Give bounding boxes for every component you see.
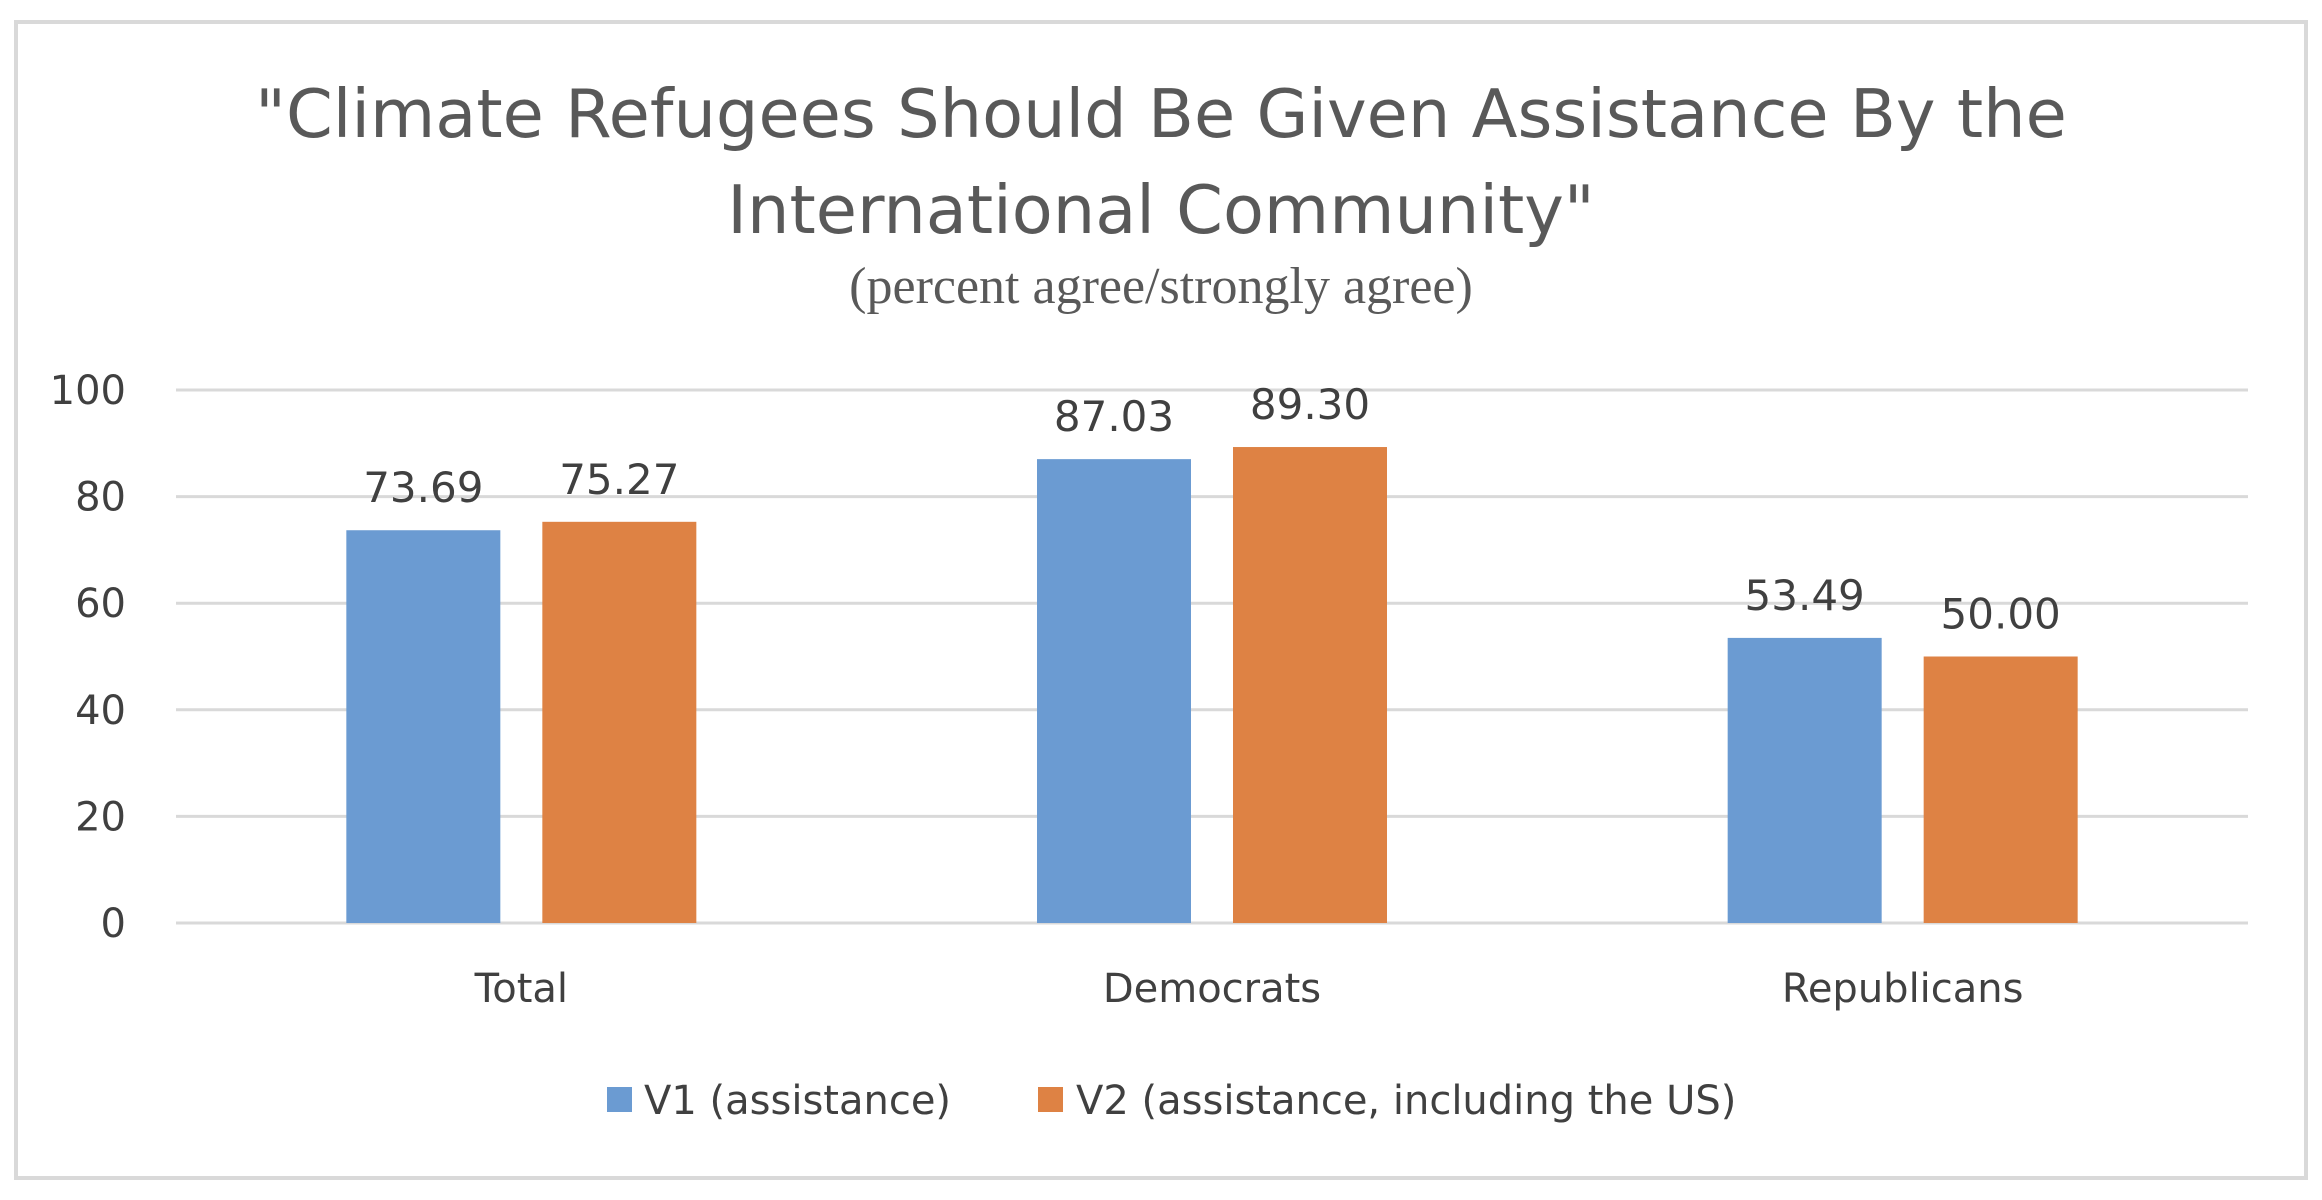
data-label-v1-democrats: 87.03 [1054,392,1174,441]
bar-v1-democrats [1037,459,1191,923]
data-label-v2-democrats: 89.30 [1250,380,1370,429]
bar-v1-total [346,530,501,923]
y-tick-label: 40 [75,688,126,734]
y-tick-label: 80 [75,475,126,521]
category-label-republicans: Republicans [1782,966,2024,1012]
data-labels: 73.69 75.27 87.03 89.30 53.49 50.00 [363,380,2061,638]
bar-v2-total [542,521,697,923]
y-tick-label: 60 [75,581,126,627]
data-label-v2-total: 75.27 [559,455,679,504]
y-tick-label: 0 [101,901,126,947]
y-axis-ticks: 0 20 40 60 80 100 [50,368,126,947]
legend-swatch-v1 [607,1087,632,1112]
y-tick-label: 20 [75,794,126,840]
legend: V1 (assistance) V2 (assistance, includin… [607,1078,1736,1124]
chart-title-line-2: International Community" [727,171,1595,249]
gridlines [176,388,2248,925]
category-label-total: Total [474,966,568,1012]
category-label-democrats: Democrats [1103,966,1321,1012]
data-label-v2-republicans: 50.00 [1941,590,2061,639]
legend-swatch-v2 [1038,1087,1063,1112]
legend-label-v1: V1 (assistance) [644,1078,951,1124]
x-axis-categories: Total Democrats Republicans [474,966,2024,1012]
bar-v2-republicans [1923,656,2078,923]
legend-label-v2: V2 (assistance, including the US) [1076,1078,1736,1124]
bar-v2-democrats [1233,447,1387,923]
y-tick-label: 100 [50,368,126,414]
data-label-v1-republicans: 53.49 [1745,571,1865,620]
chart-title-line-1: "Climate Refugees Should Be Given Assist… [255,75,2067,153]
bar-v1-republicans [1727,637,1882,923]
bars [346,447,2078,923]
data-label-v1-total: 73.69 [363,463,483,512]
chart-subtitle: (percent agree/strongly agree) [849,258,1473,315]
